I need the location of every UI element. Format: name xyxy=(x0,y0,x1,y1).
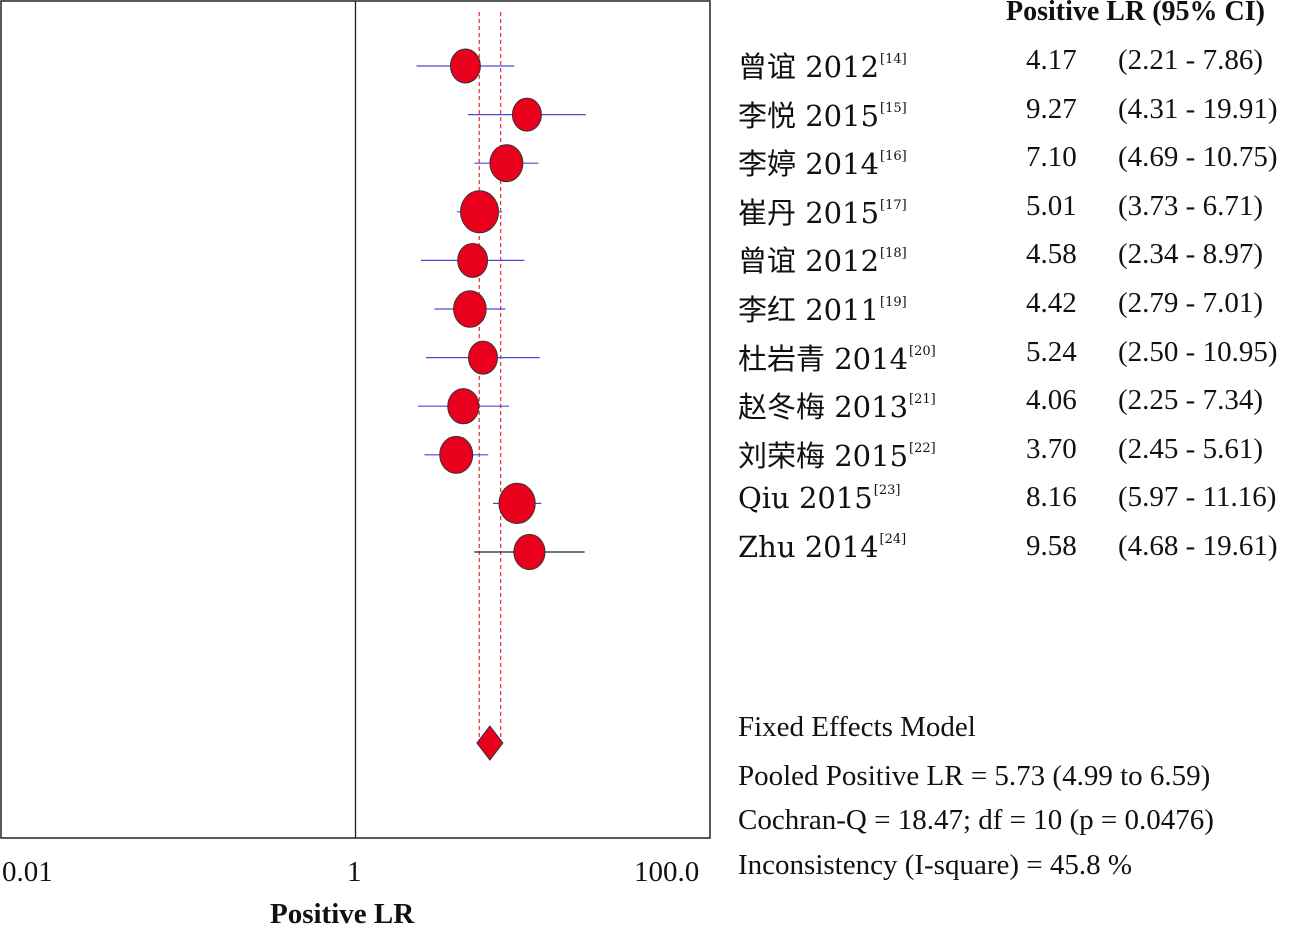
pooled-estimate-text: Pooled Positive LR = 5.73 (4.99 to 6.59) xyxy=(738,760,1211,792)
model-label: Fixed Effects Model xyxy=(738,711,976,743)
study-estimate-marker xyxy=(513,533,546,571)
study-ci: (2.34 - 8.97) xyxy=(1118,238,1263,271)
study-estimate: 4.06 xyxy=(1026,384,1077,417)
study-name: 李红 2011[19] xyxy=(738,293,907,327)
study-name: 曾谊 2012[18] xyxy=(738,244,907,279)
study-estimate-marker xyxy=(460,190,500,234)
table-row: 赵冬梅 2013[21] 4.06 (2.25 - 7.34) xyxy=(738,384,1315,424)
study-ci: (2.25 - 7.34) xyxy=(1118,384,1263,417)
study-name: 李婷 2014[16] xyxy=(738,147,907,182)
study-name: 刘荣梅 2015[22] xyxy=(738,438,936,473)
study-estimate: 9.58 xyxy=(1026,530,1077,562)
study-estimate-marker xyxy=(447,388,480,425)
study-estimate-marker xyxy=(489,144,524,183)
study-ci: (4.69 - 10.75) xyxy=(1118,141,1278,174)
study-estimate-marker xyxy=(457,242,489,278)
study-reference: [24] xyxy=(879,532,907,547)
study-estimate: 5.24 xyxy=(1026,335,1077,368)
study-reference: [18] xyxy=(880,246,907,262)
study-ci: (3.73 - 6.71) xyxy=(1118,189,1263,222)
study-ci: (2.45 - 5.61) xyxy=(1118,432,1263,465)
study-ci: (2.50 - 10.95) xyxy=(1118,335,1278,368)
study-reference: [15] xyxy=(880,100,907,116)
table-row: 崔丹 2015[17] 5.01 (3.73 - 6.71) xyxy=(738,190,1315,230)
study-reference: [22] xyxy=(909,440,936,456)
study-name: 李悦 2015[15] xyxy=(738,98,907,133)
pooled-diamond xyxy=(476,725,504,761)
study-estimate-marker xyxy=(449,48,481,84)
study-name: 杜岩青 2014[20] xyxy=(738,341,936,376)
study-name: 曾谊 2012[14] xyxy=(738,50,907,84)
study-estimate: 4.17 xyxy=(1026,44,1077,76)
study-name: Zhu 2014[24] xyxy=(738,530,907,564)
study-ci: (4.68 - 19.61) xyxy=(1118,530,1278,562)
study-estimate: 4.42 xyxy=(1026,287,1077,319)
study-estimate: 7.10 xyxy=(1026,141,1077,174)
study-reference: [19] xyxy=(880,295,907,310)
table-row: 刘荣梅 2015[22] 3.70 (2.45 - 5.61) xyxy=(738,433,1315,473)
study-estimate: 3.70 xyxy=(1026,432,1077,465)
x-tick-label: 0.01 xyxy=(2,856,53,888)
table-row: Zhu 2014[24] 9.58 (4.68 - 19.61) xyxy=(738,530,1315,570)
study-ci: (2.21 - 7.86) xyxy=(1118,44,1263,76)
x-tick-label: 100.0 xyxy=(634,856,700,888)
study-reference: [17] xyxy=(880,197,907,213)
study-ci: (2.79 - 7.01) xyxy=(1118,287,1263,319)
table-row: 曾谊 2012[18] 4.58 (2.34 - 8.97) xyxy=(738,238,1315,278)
study-reference: [14] xyxy=(880,52,907,67)
cochran-q-text: Cochran-Q = 18.47; df = 10 (p = 0.0476) xyxy=(738,804,1214,836)
x-axis-label: Positive LR xyxy=(270,898,415,930)
study-estimate-marker xyxy=(468,340,499,375)
study-reference: [23] xyxy=(873,483,901,499)
study-estimate-marker xyxy=(453,290,487,328)
study-name: 赵冬梅 2013[21] xyxy=(738,390,936,425)
table-row: 杜岩青 2014[20] 5.24 (2.50 - 10.95) xyxy=(738,336,1315,376)
study-ci: (5.97 - 11.16) xyxy=(1118,481,1277,514)
table-row: 李婷 2014[16] 7.10 (4.69 - 10.75) xyxy=(738,141,1315,181)
inconsistency-text: Inconsistency (I-square) = 45.8 % xyxy=(738,849,1133,881)
column-header: Positive LR (95% CI) xyxy=(1006,0,1265,27)
study-estimate-marker xyxy=(498,482,536,524)
study-reference: [21] xyxy=(909,392,936,408)
study-estimate: 4.58 xyxy=(1026,238,1077,271)
study-estimate: 9.27 xyxy=(1026,92,1077,125)
study-name: Qiu 2015[23] xyxy=(738,481,901,516)
table-row: Qiu 2015[23] 8.16 (5.97 - 11.16) xyxy=(738,481,1315,521)
study-estimate: 5.01 xyxy=(1026,189,1077,222)
x-tick-label: 1 xyxy=(347,856,362,888)
study-ci: (4.31 - 19.91) xyxy=(1118,92,1278,125)
table-row: 李红 2011[19] 4.42 (2.79 - 7.01) xyxy=(738,287,1315,327)
study-estimate: 8.16 xyxy=(1026,481,1077,514)
table-row: 李悦 2015[15] 9.27 (4.31 - 19.91) xyxy=(738,93,1315,133)
study-estimate-marker xyxy=(511,97,542,132)
study-reference: [20] xyxy=(909,343,936,359)
study-estimate-marker xyxy=(439,435,474,474)
table-row: 曾谊 2012[14] 4.17 (2.21 - 7.86) xyxy=(738,44,1315,84)
forest-plot xyxy=(0,0,711,839)
study-reference: [16] xyxy=(880,149,907,165)
study-name: 崔丹 2015[17] xyxy=(738,195,907,230)
